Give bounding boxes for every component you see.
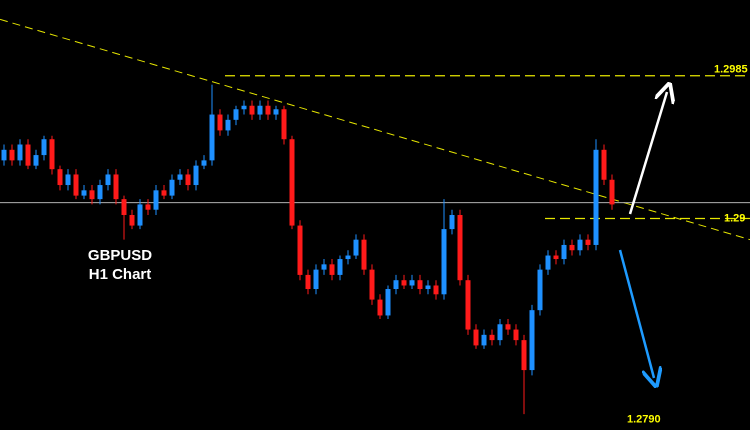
level-label: 1.29 (724, 212, 745, 224)
candle-body (521, 340, 527, 371)
candle-body (113, 174, 119, 200)
candle-body (553, 255, 559, 260)
candle-body (465, 280, 471, 330)
candle-body (601, 149, 607, 180)
candle-body (105, 174, 111, 186)
candle-body (409, 280, 415, 286)
candle-body (513, 329, 519, 341)
candle-body (385, 289, 391, 316)
candle-body (377, 299, 383, 316)
candle-body (457, 215, 463, 281)
candle-body (489, 334, 495, 341)
symbol-label: GBPUSD (88, 247, 152, 264)
candle-body (321, 264, 327, 270)
candle-body (265, 105, 271, 115)
candle-body (217, 114, 223, 131)
candle-body (257, 105, 263, 115)
candle-body (577, 239, 583, 251)
candle-body (369, 269, 375, 300)
candle-body (585, 239, 591, 245)
candle-body (89, 190, 95, 200)
candle-body (145, 204, 151, 210)
candle-body (185, 174, 191, 186)
candle-body (545, 255, 551, 270)
candle-body (561, 244, 567, 260)
candle-body (353, 239, 359, 256)
candle-body (441, 229, 447, 295)
candle-body (337, 259, 343, 275)
candle-body (313, 269, 319, 290)
candle-body (1, 149, 7, 161)
candle-body (305, 274, 311, 290)
candle-body (41, 139, 47, 156)
candle-body (201, 160, 207, 166)
candle-body (177, 174, 183, 180)
candle-body (569, 244, 575, 251)
candle-body (17, 144, 23, 161)
candle-body (505, 324, 511, 330)
candle-body (425, 285, 431, 290)
candle-body (329, 264, 335, 275)
candle-body (417, 280, 423, 290)
candle-body (281, 109, 287, 140)
candle-body (33, 155, 39, 166)
candle-body (537, 269, 543, 311)
candle-body (289, 139, 295, 226)
candle-body (73, 174, 79, 196)
candle-body (25, 144, 31, 166)
level-label: 1.2790 (627, 413, 661, 425)
candle-body (361, 239, 367, 270)
candle-body (393, 280, 399, 290)
candle-body (401, 280, 407, 286)
up-arrow (628, 92, 667, 215)
trendline (0, 18, 750, 241)
timeframe-label: H1 Chart (89, 266, 152, 283)
candle-body (81, 190, 87, 196)
candle-body (233, 109, 239, 120)
candle-body (609, 179, 615, 205)
candle-body (297, 225, 303, 275)
candle-body (137, 204, 143, 226)
candle-body (449, 215, 455, 230)
candle-body (9, 149, 15, 161)
candle-body (249, 105, 255, 115)
candle-body (153, 190, 159, 210)
candle-body (161, 190, 167, 196)
candle-body (65, 174, 71, 186)
level-label: 1.2985 (714, 64, 748, 76)
candle-body (345, 255, 351, 260)
candle-body (497, 324, 503, 341)
down-arrow (618, 249, 654, 378)
candle-body (57, 169, 63, 186)
candle-body (473, 329, 479, 346)
candle-body (433, 285, 439, 295)
candle-body (241, 105, 247, 110)
candle-body (193, 165, 199, 186)
candle-body (273, 109, 279, 115)
candle-body (593, 149, 599, 245)
candle-body (49, 139, 55, 170)
candle-body (129, 215, 135, 226)
candle-body (225, 119, 231, 131)
candle-body (121, 199, 127, 215)
candle-body (209, 114, 215, 161)
candle-body (529, 310, 535, 371)
candle-body (169, 179, 175, 196)
candle-body (97, 185, 103, 200)
candle-body (481, 334, 487, 346)
